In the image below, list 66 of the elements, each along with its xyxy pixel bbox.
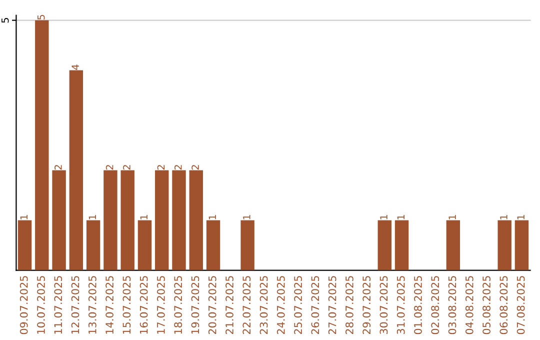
bar — [498, 220, 512, 270]
data-label: 2 — [157, 165, 165, 170]
data-label: 5 — [38, 14, 45, 20]
x-tick-label: 16.07.2025 — [140, 276, 148, 334]
bar — [172, 170, 186, 270]
data-label: 1 — [500, 215, 508, 220]
x-tick-label: 22.07.2025 — [242, 276, 251, 334]
bar — [514, 220, 529, 270]
x-tick-label: 17.07.2025 — [157, 276, 165, 334]
data-label: 1 — [243, 215, 250, 220]
x-tick-label: 21.07.2025 — [226, 276, 234, 334]
x-tick-label: 28.07.2025 — [345, 276, 354, 334]
bar — [138, 220, 152, 270]
data-label: 1 — [140, 215, 148, 220]
bar — [446, 220, 460, 270]
x-tick-label: 09.07.2025 — [20, 276, 28, 334]
data-label: 1 — [380, 215, 388, 220]
bar — [52, 170, 66, 270]
bar — [155, 170, 169, 270]
x-tick-label: 23.07.2025 — [260, 276, 268, 334]
data-label: 1 — [397, 215, 404, 220]
x-tick-label: 26.07.2025 — [311, 276, 320, 334]
data-label: 2 — [106, 165, 114, 170]
bar — [394, 220, 409, 270]
x-tick-label: 10.07.2025 — [37, 276, 45, 334]
bar — [206, 220, 220, 270]
data-label: 2 — [123, 165, 130, 170]
x-tick-label: 24.07.2025 — [276, 276, 285, 334]
x-tick-label: 31.07.2025 — [396, 276, 405, 334]
x-tick-label: 07.08.2025 — [516, 276, 525, 334]
x-tick-label: 12.07.2025 — [71, 276, 80, 334]
x-tick-label: 02.08.2025 — [431, 276, 440, 334]
bar — [240, 220, 254, 270]
x-tick-label: 29.07.2025 — [362, 276, 371, 334]
data-label: 2 — [192, 165, 199, 170]
bar — [120, 170, 134, 270]
x-tick-label: 27.07.2025 — [328, 276, 336, 334]
bar — [69, 70, 84, 270]
x-tick-label: 15.07.2025 — [122, 276, 131, 334]
x-tick-label: 19.07.2025 — [191, 276, 200, 334]
bar — [18, 220, 32, 270]
x-tick-label: 05.08.2025 — [482, 276, 490, 334]
bar — [189, 170, 203, 270]
x-tick-label: 04.08.2025 — [465, 276, 474, 334]
x-tick-label: 18.07.2025 — [174, 276, 182, 334]
bar — [86, 220, 100, 270]
x-tick-label: 11.07.2025 — [54, 276, 62, 334]
bar — [35, 20, 49, 270]
data-label: 1 — [517, 215, 524, 220]
data-label: 1 — [20, 215, 28, 220]
x-tick-label: 14.07.2025 — [106, 276, 114, 334]
data-label: 1 — [88, 215, 96, 220]
data-label: 2 — [54, 165, 62, 170]
data-label: 2 — [174, 165, 182, 170]
x-tick-label: 01.08.2025 — [414, 276, 422, 334]
data-label: 4 — [72, 64, 79, 70]
data-label: 1 — [448, 215, 456, 220]
x-tick-label: 30.07.2025 — [380, 276, 388, 334]
bar — [378, 220, 392, 270]
x-tick-label: 03.08.2025 — [448, 276, 456, 334]
bar — [104, 170, 118, 270]
x-tick-label: 06.08.2025 — [500, 276, 508, 334]
x-tick-label: 13.07.2025 — [88, 276, 96, 334]
data-label: 1 — [208, 215, 216, 220]
x-tick-label: 20.07.2025 — [208, 276, 216, 334]
x-tick-label: 25.07.2025 — [294, 276, 302, 334]
